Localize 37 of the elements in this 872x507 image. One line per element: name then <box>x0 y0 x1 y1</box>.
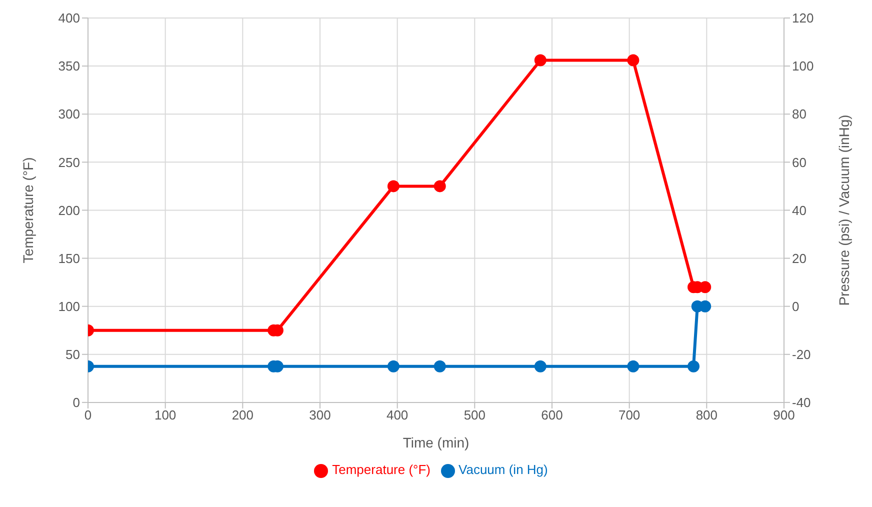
x-axis-title: Time (min) <box>402 434 470 450</box>
x-tick-label: 400 <box>386 408 408 423</box>
y2-tick-label: -40 <box>792 395 811 410</box>
x-tick-label: 800 <box>696 408 718 423</box>
y-tick-label: 350 <box>58 58 80 74</box>
x-tick-label: 700 <box>618 408 640 423</box>
y-tick-label: 200 <box>58 202 80 218</box>
y2-tick-label: -20 <box>792 347 811 362</box>
y2-tick-label: 0 <box>792 298 800 314</box>
y2-axis-title: Pressure (psi) / Vacuum (inHg) <box>836 114 852 306</box>
y-tick-label: 250 <box>58 154 80 170</box>
x-tick-label: 900 <box>773 408 795 423</box>
x-tick-label: 200 <box>232 408 254 423</box>
y2-tick-label: 80 <box>792 106 806 122</box>
y-tick-label: 0 <box>72 395 80 410</box>
y-tick-label: 150 <box>58 250 80 266</box>
y2-tick-label: 40 <box>792 202 806 218</box>
x-tick-label: 500 <box>464 408 486 423</box>
point <box>627 54 640 66</box>
y-tick-label: 300 <box>58 106 80 122</box>
legend-label: Temperature (°F) <box>332 462 431 478</box>
x-tick-label: 600 <box>541 408 563 423</box>
y-tick-label: 100 <box>58 298 80 314</box>
x-tick-label: 0 <box>84 408 92 423</box>
y2-tick-label: 20 <box>792 250 806 266</box>
point <box>387 180 400 192</box>
x-tick-label: 300 <box>309 408 331 423</box>
x-tick-label: 100 <box>154 408 176 423</box>
point <box>434 180 446 192</box>
y-tick-label: 400 <box>58 10 80 26</box>
y2-tick-label: 100 <box>792 58 814 74</box>
point <box>534 54 546 66</box>
y2-tick-label: 60 <box>792 154 806 170</box>
y-tick-label: 50 <box>66 347 80 362</box>
legend-label: Vacuum (in Hg) <box>458 462 548 478</box>
y2-tick-label: 120 <box>792 10 814 26</box>
y-axis-title: Temperature (°F) <box>20 157 36 264</box>
